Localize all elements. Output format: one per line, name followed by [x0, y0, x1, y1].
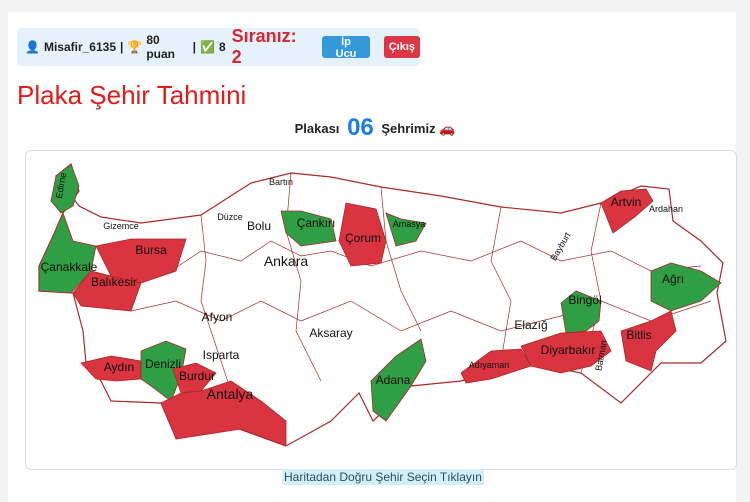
page-title: Plaka Şehir Tahmini — [17, 80, 247, 110]
province-label: Balıkesir — [91, 275, 137, 289]
province-label: Isparta — [203, 348, 240, 362]
province-label: Adana — [376, 373, 411, 387]
hint-button[interactable]: İp Ucu — [322, 36, 370, 60]
logout-button[interactable]: Çıkış — [383, 36, 420, 58]
username: Misafir_6135 — [43, 40, 116, 54]
province-artvin[interactable] — [600, 188, 654, 234]
points: 80 puan — [146, 33, 175, 61]
province-label: Antalya — [207, 386, 254, 402]
province-balikesir[interactable] — [72, 270, 142, 312]
check-icon: ✅ — [200, 40, 215, 54]
prompt-text: Plakası — [294, 121, 340, 136]
province-cankiri[interactable] — [280, 210, 337, 247]
province-label: Bitlis — [626, 328, 651, 342]
map-container: Edirne Gizemce Bartın Düzce Bolu Çankırı Amasy… — [25, 150, 737, 470]
province-canakkale[interactable] — [38, 211, 97, 294]
province-label: Çorum — [345, 231, 381, 245]
prompt-text: Şehrimiz — [381, 121, 436, 136]
province-label: Bartın — [269, 177, 293, 187]
province-label: Burdur — [179, 369, 215, 383]
province-antalya[interactable] — [160, 380, 287, 447]
correct-count: 8 — [218, 40, 226, 54]
instruction-text: Haritadan Doğru Şehir Seçin Tıklayın — [282, 469, 484, 485]
province-label: Aksaray — [309, 326, 352, 340]
rank: Sıranız: 2 — [231, 26, 297, 67]
user-status-bar: 👤 Misafir_6135 | 🏆 80 puan | ✅ 8 Sıranız… — [17, 26, 420, 67]
province-label: Ağrı — [662, 272, 684, 286]
province-label: Bursa — [135, 243, 167, 257]
province-burdur[interactable] — [172, 362, 217, 394]
province-denizli[interactable] — [140, 340, 187, 402]
province-diyarbakir[interactable] — [520, 330, 612, 374]
province-label: Çanakkale — [41, 260, 98, 274]
province-label: Edirne — [54, 172, 68, 199]
province-label: Düzce — [217, 212, 243, 222]
separator: | — [192, 40, 196, 54]
province-adana[interactable] — [370, 338, 427, 422]
province-amasya[interactable] — [385, 212, 427, 247]
province-label: Gizemce — [103, 221, 139, 231]
province-label: Bingöl — [568, 293, 601, 307]
turkey-map[interactable]: Edirne Gizemce Bartın Düzce Bolu Çankırı Amasy… — [26, 151, 736, 469]
province-corum[interactable] — [338, 202, 387, 267]
car-icon: 🚗 — [439, 121, 456, 136]
province-label: Ardahan — [649, 204, 683, 214]
trophy-icon: 🏆 — [127, 40, 143, 54]
province-label: Diyarbakır — [541, 343, 596, 357]
province-label: Adıyaman — [469, 360, 510, 370]
province-label: Aydın — [104, 360, 134, 374]
province-label: Afyon — [202, 310, 233, 324]
province-label: Bolu — [247, 219, 271, 233]
province-agri[interactable] — [650, 262, 722, 312]
province-label: Artvin — [611, 195, 642, 209]
province-label: Amasya — [393, 219, 426, 229]
question-prompt: Plakası 06 Şehrimiz 🚗 — [0, 114, 750, 142]
province-adiyaman[interactable] — [460, 348, 532, 384]
user-icon: 👤 — [25, 40, 40, 54]
province-bitlis[interactable] — [620, 310, 677, 372]
province-edirne[interactable] — [50, 163, 80, 214]
province-label: Çankırı — [297, 216, 336, 230]
separator: | — [120, 40, 124, 54]
province-label: Elazığ — [514, 318, 547, 332]
plate-number: 06 — [347, 114, 374, 141]
province-label: Denizli — [145, 357, 181, 371]
province-label: Ankara — [264, 253, 309, 269]
